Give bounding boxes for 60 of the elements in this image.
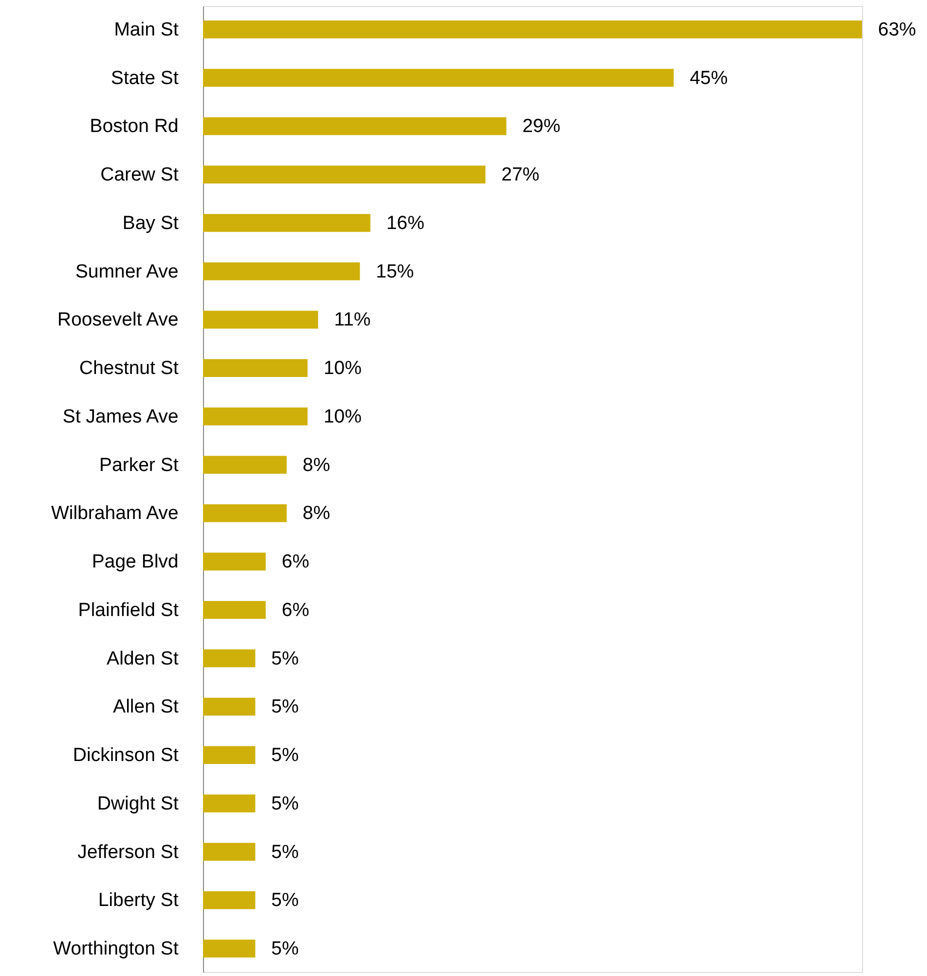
bar (203, 20, 862, 38)
bar (203, 407, 308, 426)
data-label: 5% (271, 890, 299, 912)
data-label: 45% (690, 68, 728, 89)
data-label: 16% (386, 212, 424, 234)
data-label: 11% (334, 310, 371, 331)
bar (203, 649, 256, 668)
y-tick-label: Sumner Ave (75, 261, 178, 282)
data-label: 6% (282, 552, 310, 573)
bar (203, 117, 506, 136)
data-label: 5% (271, 938, 299, 960)
bar (203, 891, 256, 910)
bar (203, 842, 256, 861)
y-tick-label: Main St (114, 19, 180, 40)
y-tick-label: Carew St (100, 164, 180, 186)
bar (203, 504, 287, 522)
bar (203, 698, 256, 716)
data-label: 5% (271, 842, 299, 863)
y-tick-label: Dwight St (97, 793, 180, 814)
y-tick-label: State St (110, 68, 180, 89)
y-tick-label: St James Ave (62, 406, 178, 428)
bar (203, 214, 370, 232)
bar (203, 166, 486, 184)
y-tick-label: Plainfield St (78, 600, 180, 621)
y-tick-label: Parker St (99, 454, 180, 476)
bar (203, 794, 256, 812)
y-tick-label: Jefferson St (77, 842, 180, 863)
data-label: 5% (271, 648, 299, 670)
y-tick-label: Page Blvd (92, 552, 178, 573)
bar (203, 262, 360, 280)
y-tick-label: Alden St (106, 648, 180, 670)
y-tick-label: Chestnut St (79, 358, 180, 380)
y-tick-label: Wilbraham Ave (51, 503, 178, 524)
data-label: 5% (271, 745, 299, 766)
y-tick-label: Roosevelt Ave (57, 310, 178, 331)
data-label: 29% (522, 116, 560, 138)
bar (203, 746, 256, 764)
bar (203, 456, 287, 474)
y-tick-label: Allen St (113, 696, 180, 718)
bar (203, 68, 674, 87)
bar (203, 359, 308, 378)
data-label: 10% (324, 406, 362, 428)
y-tick-label: Worthington St (53, 938, 180, 960)
data-label: 5% (271, 793, 299, 814)
y-tick-label: Boston Rd (90, 116, 178, 138)
bar (203, 600, 266, 619)
y-tick-label: Dickinson St (72, 745, 180, 766)
bar (203, 310, 318, 329)
data-label: 8% (302, 454, 330, 476)
data-label: 8% (302, 503, 330, 524)
data-label: 27% (501, 164, 540, 186)
y-tick-label: Bay St (122, 212, 180, 234)
bar (203, 552, 266, 571)
bar (203, 940, 256, 958)
data-label: 5% (271, 696, 299, 718)
data-label: 15% (376, 261, 414, 282)
data-label: 63% (878, 19, 916, 40)
data-label: 6% (282, 600, 310, 621)
y-tick-label: Liberty St (98, 890, 180, 912)
data-label: 10% (324, 358, 362, 380)
